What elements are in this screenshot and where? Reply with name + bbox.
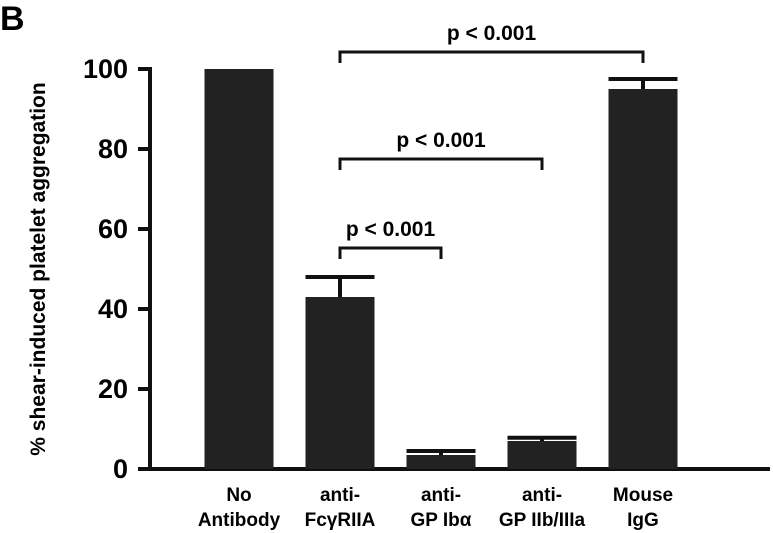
bar-3 <box>507 441 577 469</box>
category-label: GP IIb/IIIa <box>499 510 586 531</box>
category-label: No <box>226 485 251 506</box>
category-label: Mouse <box>613 485 673 506</box>
significance-label: p < 0.001 <box>346 218 436 241</box>
significance-bracket <box>338 50 645 63</box>
category-label: Antibody <box>198 510 281 531</box>
bar-4 <box>608 89 678 469</box>
category-label: IgG <box>627 510 659 531</box>
y-axis-title: % shear-induced platelet aggregation <box>27 82 50 455</box>
bar-0 <box>204 69 274 469</box>
y-tick-label: 80 <box>98 134 128 164</box>
y-tick-label: 100 <box>83 54 128 84</box>
category-label: FcγRIIA <box>305 510 376 531</box>
bar-2 <box>406 455 476 469</box>
y-tick-label: 20 <box>98 374 128 404</box>
category-label: anti- <box>522 485 562 506</box>
y-tick-label: 40 <box>98 294 128 324</box>
significance-bracket <box>338 157 544 170</box>
category-label: anti- <box>421 485 461 506</box>
bar-1 <box>305 297 375 469</box>
significance-label: p < 0.001 <box>396 129 486 152</box>
y-tick-label: 0 <box>113 454 128 484</box>
category-label: anti- <box>320 485 360 506</box>
significance-bracket <box>338 246 443 259</box>
y-tick-label: 60 <box>98 214 128 244</box>
panel-label: B <box>0 0 25 38</box>
significance-label: p < 0.001 <box>447 22 537 45</box>
plot-area: 0 20 40 60 80 100 % shear-induced platelet agg… <box>27 22 770 531</box>
category-label: GP Ibα <box>411 510 472 531</box>
